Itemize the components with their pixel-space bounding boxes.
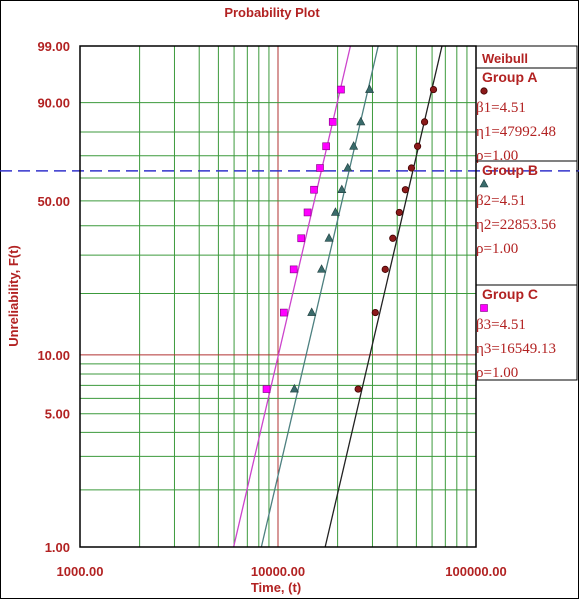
data-point-group-1 [356,116,366,126]
legend-group-name: Group A [482,69,537,85]
data-point-group-2 [262,385,271,393]
legend-param-rho: ρ=1.00 [476,148,518,164]
data-point-group-1 [343,162,353,172]
data-point-group-2 [303,208,312,217]
legend-box-group-2 [475,284,578,381]
tick-labels: 99.00 90.00 50.00 10.00 5.00 1.00 1000.00 10000… [37,39,506,579]
legend-group-name: Group C [482,286,538,302]
legend-group-name: Group B [482,162,538,178]
legend-param-beta: β3=4.51 [476,317,526,333]
legend-param-rho: ρ=1.00 [476,241,518,257]
y-tick-label: 50.00 [37,194,70,209]
legend-param-eta: η2=22853.56 [476,217,557,233]
data-point-group-2 [316,164,324,172]
data-point-group-0 [401,186,410,194]
x-axis-label: Time, (t) [251,580,301,595]
chart-title: Probability Plot [224,5,320,20]
data-point-group-2 [328,118,337,126]
data-point-group-2 [297,234,306,243]
legend-param-eta: η3=16549.13 [476,341,556,357]
data-point-group-0 [371,308,379,317]
x-tick-label: 10000.00 [251,564,305,579]
data-point-group-1 [349,141,359,150]
data-point-group-2 [289,265,298,274]
data-point-group-0 [429,85,438,94]
data-point-group-0 [381,265,389,273]
data-point-group-2 [322,142,330,151]
x-tick-label: 1000.00 [57,564,104,579]
data-point-group-1 [330,207,340,216]
legend-marker-group-0 [480,87,488,95]
y-tick-label: 5.00 [45,407,70,422]
fit-line-group-1 [260,45,379,548]
fit-line-group-0 [324,45,443,548]
legend-marker-group-2 [480,304,488,312]
data-point-group-0 [354,385,362,393]
y-axis-label: Unreliability, F(t) [6,245,21,347]
fit-line-group-2 [232,45,352,548]
grid [79,45,476,548]
data-point-group-1 [317,264,327,273]
data-point-group-2 [337,85,345,94]
data-point-group-0 [420,118,429,126]
data-point-group-2 [310,185,318,194]
y-tick-label: 10.00 [37,348,70,363]
data-point-group-0 [407,164,416,172]
y-tick-label: 90.00 [37,96,70,111]
legend-param-beta: β2=4.51 [476,193,526,209]
data-point-group-1 [289,383,299,393]
data-point-group-1 [307,307,317,316]
data-point-group-1 [324,233,334,242]
legend-marker-group-1 [479,178,489,188]
x-tick-label: 100000.00 [445,564,506,579]
data-point-group-0 [389,234,397,242]
legend-param-rho: ρ=1.00 [476,365,518,381]
legend-title: Weibull [482,51,528,66]
data-point-group-2 [280,308,288,317]
legend-param-beta: β1=4.51 [476,100,526,116]
y-tick-label: 1.00 [45,540,70,555]
data-point-group-1 [365,84,375,93]
y-tick-label: 99.00 [37,39,70,54]
legend-param-eta: η1=47992.48 [476,124,556,140]
data-point-group-0 [413,142,422,150]
data-point-group-0 [395,208,403,217]
fit-lines [232,45,443,548]
data-points [262,84,438,393]
data-point-group-1 [337,184,347,194]
legend: Weibull Group Aβ1=4.51η1=47992.48ρ=1.00G… [475,45,578,381]
